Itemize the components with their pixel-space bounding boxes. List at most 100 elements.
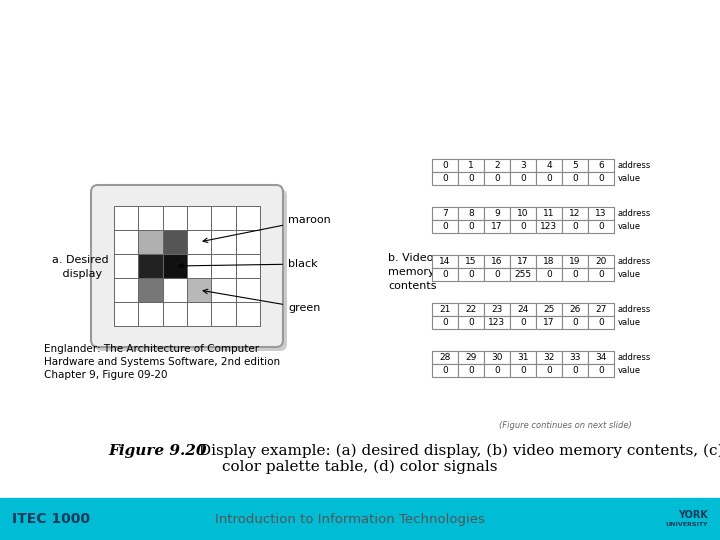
Bar: [458, 255, 484, 268]
Bar: [212, 254, 235, 278]
Text: 0: 0: [442, 161, 448, 170]
Bar: [588, 268, 614, 281]
Bar: [235, 230, 260, 254]
Bar: [588, 255, 614, 268]
Bar: [536, 172, 562, 185]
FancyBboxPatch shape: [95, 189, 287, 351]
Text: 24: 24: [518, 305, 528, 314]
Bar: [114, 230, 138, 254]
Bar: [432, 316, 458, 329]
Text: 17: 17: [491, 222, 503, 231]
Bar: [588, 172, 614, 185]
Bar: [458, 364, 484, 377]
Text: 0: 0: [442, 366, 448, 375]
Bar: [562, 220, 588, 233]
Bar: [510, 172, 536, 185]
Text: address: address: [618, 305, 652, 314]
Bar: [562, 364, 588, 377]
Text: 0: 0: [468, 270, 474, 279]
Text: 0: 0: [572, 222, 578, 231]
Text: 0: 0: [520, 174, 526, 183]
Bar: [114, 206, 138, 230]
Text: 0: 0: [494, 270, 500, 279]
Text: 0: 0: [442, 318, 448, 327]
Text: 0: 0: [494, 366, 500, 375]
Bar: [510, 220, 536, 233]
Bar: [432, 172, 458, 185]
Bar: [510, 303, 536, 316]
Bar: [138, 230, 163, 254]
Text: 11: 11: [544, 209, 554, 218]
Text: 0: 0: [598, 222, 604, 231]
Bar: [588, 303, 614, 316]
Text: 13: 13: [595, 209, 607, 218]
Bar: [163, 230, 187, 254]
Bar: [0, 498, 720, 540]
Text: 0: 0: [546, 174, 552, 183]
Text: 123: 123: [541, 222, 557, 231]
Bar: [138, 278, 163, 302]
Text: 0: 0: [442, 222, 448, 231]
Text: 6: 6: [598, 161, 604, 170]
Bar: [432, 207, 458, 220]
Bar: [510, 207, 536, 220]
Text: 10: 10: [517, 209, 528, 218]
Text: b. Video
memory
contents: b. Video memory contents: [388, 253, 436, 291]
Bar: [588, 207, 614, 220]
Bar: [212, 230, 235, 254]
Bar: [187, 302, 212, 326]
Bar: [458, 316, 484, 329]
Text: 8: 8: [468, 209, 474, 218]
Text: 0: 0: [572, 270, 578, 279]
Text: 0: 0: [598, 270, 604, 279]
Bar: [588, 351, 614, 364]
Text: address: address: [618, 209, 652, 218]
Text: (Figure continues on next slide): (Figure continues on next slide): [499, 421, 632, 429]
Text: 0: 0: [468, 174, 474, 183]
Bar: [432, 255, 458, 268]
Text: 0: 0: [572, 318, 578, 327]
Text: 5: 5: [572, 161, 578, 170]
Text: 255: 255: [514, 270, 531, 279]
Text: value: value: [618, 318, 641, 327]
Text: 22: 22: [465, 305, 477, 314]
Bar: [432, 351, 458, 364]
Text: 20: 20: [595, 257, 607, 266]
Text: Figure 9.20: Figure 9.20: [108, 444, 207, 458]
Text: 27: 27: [595, 305, 607, 314]
Bar: [510, 159, 536, 172]
Bar: [510, 364, 536, 377]
Bar: [536, 268, 562, 281]
Text: 23: 23: [491, 305, 503, 314]
Bar: [536, 207, 562, 220]
Text: address: address: [618, 353, 652, 362]
Text: 34: 34: [595, 353, 607, 362]
Text: 2: 2: [494, 161, 500, 170]
Bar: [536, 316, 562, 329]
Bar: [484, 268, 510, 281]
Bar: [235, 206, 260, 230]
Bar: [235, 254, 260, 278]
Bar: [562, 268, 588, 281]
Text: display: display: [52, 269, 102, 279]
Text: 3: 3: [520, 161, 526, 170]
Text: 28: 28: [439, 353, 451, 362]
Bar: [432, 159, 458, 172]
Text: 30: 30: [491, 353, 503, 362]
Text: Display example: (a) desired display, (b) video memory contents, (c): Display example: (a) desired display, (b…: [194, 443, 720, 458]
Bar: [235, 278, 260, 302]
Bar: [562, 255, 588, 268]
Bar: [536, 159, 562, 172]
Text: 17: 17: [544, 318, 554, 327]
Text: value: value: [618, 174, 641, 183]
Bar: [187, 206, 212, 230]
Bar: [187, 254, 212, 278]
Bar: [458, 351, 484, 364]
Text: Hardware and Systems Software, 2nd edition: Hardware and Systems Software, 2nd editi…: [44, 357, 280, 367]
Text: 9: 9: [494, 209, 500, 218]
Text: 0: 0: [598, 318, 604, 327]
Text: maroon: maroon: [203, 215, 330, 242]
Text: a. Desired: a. Desired: [52, 255, 109, 265]
Text: Englander: The Architecture of Computer: Englander: The Architecture of Computer: [44, 344, 259, 354]
Bar: [536, 364, 562, 377]
